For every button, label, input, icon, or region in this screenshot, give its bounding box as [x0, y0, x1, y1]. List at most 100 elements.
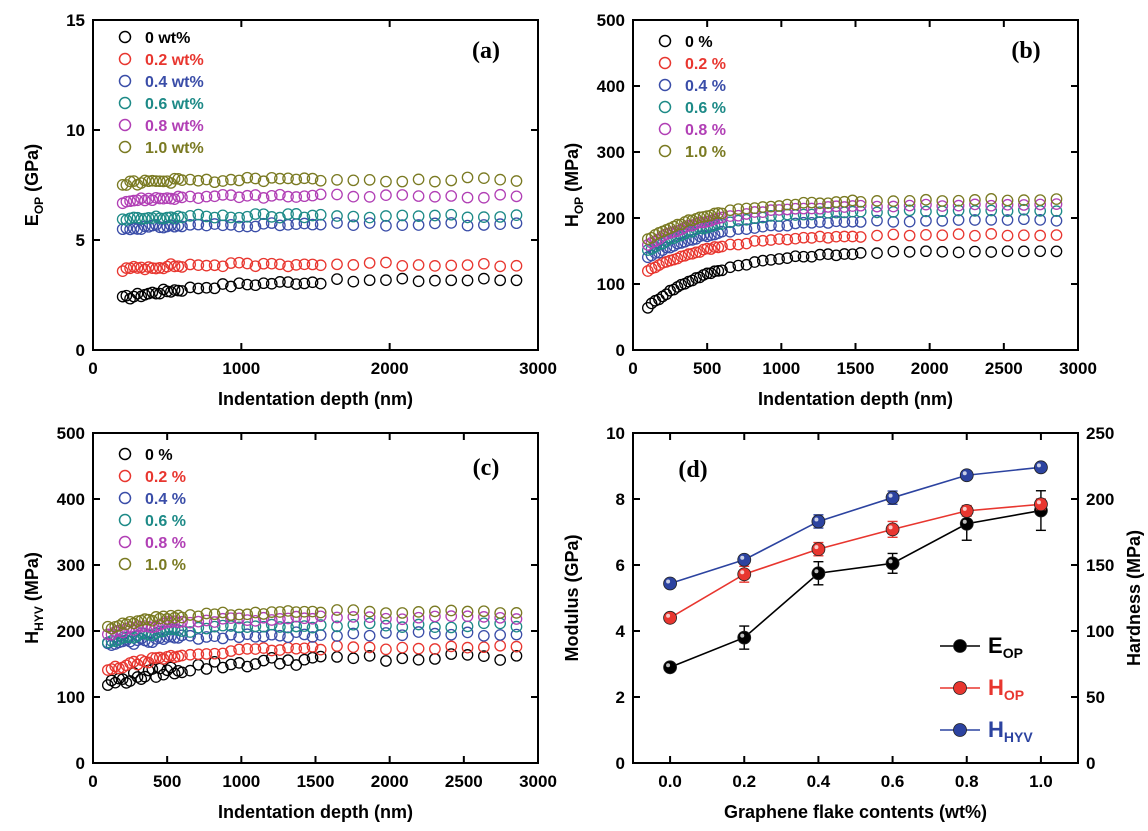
data-point	[314, 606, 327, 619]
data-point	[838, 230, 851, 243]
data-point	[290, 642, 303, 655]
data-point	[985, 193, 998, 205]
data-point	[805, 196, 818, 209]
data-point	[494, 654, 507, 666]
data-point	[445, 274, 458, 287]
data-point	[805, 232, 818, 244]
panel-label: (b)	[1011, 38, 1040, 64]
data-point	[161, 613, 174, 625]
data-point	[814, 230, 826, 243]
y-tick-label: 300	[597, 143, 625, 162]
y-tick-label: 0	[76, 754, 85, 773]
data-point	[331, 173, 343, 186]
data-point	[1034, 194, 1047, 206]
data-point	[380, 655, 392, 667]
data-point	[737, 567, 752, 582]
data-point	[176, 174, 188, 187]
data-point	[708, 265, 721, 278]
data-point	[120, 262, 133, 274]
data-point	[120, 289, 133, 302]
data-point	[429, 627, 441, 640]
data-point	[814, 202, 826, 215]
data-point	[208, 259, 221, 272]
data-point	[429, 274, 441, 287]
x-tick-label: 0	[628, 359, 637, 378]
data-point	[396, 607, 409, 619]
data-point	[113, 620, 125, 632]
data-point	[461, 274, 474, 287]
y-axis-label: EOP (GPa)	[22, 144, 46, 226]
data-point	[740, 223, 753, 235]
data-point	[494, 611, 507, 624]
data-point	[461, 259, 474, 271]
data-point	[952, 228, 965, 240]
data-point	[146, 652, 159, 664]
y-tick-label: 400	[57, 490, 85, 509]
y-tick-label: 0	[616, 341, 625, 360]
data-point	[412, 173, 425, 186]
data-point	[127, 290, 140, 303]
data-point	[120, 195, 133, 208]
x-tick-label: 0.8	[955, 772, 979, 791]
data-point	[1034, 497, 1048, 512]
data-point	[249, 260, 262, 273]
data-point	[200, 210, 213, 223]
data-point	[265, 618, 278, 631]
data-point	[822, 197, 834, 210]
data-point	[241, 643, 254, 655]
data-point	[690, 272, 702, 284]
y-tick-label: 8	[616, 490, 625, 509]
data-point	[445, 621, 458, 634]
y-tick-label: 0	[76, 341, 85, 360]
series-0wt	[116, 272, 523, 305]
legend-label: 1.0 %	[145, 557, 186, 574]
data-point	[233, 211, 245, 224]
data-point	[1034, 214, 1047, 226]
data-point	[225, 257, 237, 269]
data-point	[494, 188, 507, 201]
data-point	[274, 644, 286, 656]
data-point	[781, 252, 794, 264]
data-point	[814, 248, 826, 261]
data-point	[298, 211, 311, 224]
series-HOP	[663, 497, 1048, 625]
y-tick-label: 100	[597, 275, 625, 294]
legend-marker	[658, 100, 672, 114]
series-line	[669, 509, 1042, 669]
x-tick-label: 2500	[445, 772, 483, 791]
data-point	[724, 261, 737, 274]
data-point	[871, 195, 883, 207]
data-point	[146, 262, 159, 274]
data-point	[331, 604, 343, 616]
data-point	[168, 260, 181, 273]
data-point	[814, 197, 826, 210]
data-point	[952, 194, 965, 207]
data-point	[445, 190, 458, 202]
data-point	[716, 240, 728, 253]
data-point	[135, 673, 148, 685]
data-point	[208, 630, 221, 643]
data-point	[241, 628, 254, 641]
data-point	[200, 190, 213, 203]
data-point	[985, 204, 998, 217]
legend-label: 0.8 %	[145, 535, 186, 552]
x-tick-label: 500	[153, 772, 181, 791]
data-point	[298, 620, 311, 632]
data-point	[396, 189, 409, 201]
data-point	[282, 172, 294, 185]
data-point	[192, 208, 205, 221]
data-point	[225, 658, 237, 671]
data-point	[306, 218, 319, 231]
data-point	[478, 257, 490, 270]
data-point	[161, 664, 174, 677]
data-point	[969, 214, 981, 226]
data-point	[510, 190, 523, 203]
data-point	[290, 191, 303, 203]
data-point	[846, 230, 859, 243]
legend-label: 0.8 wt%	[145, 118, 204, 135]
data-point	[712, 207, 725, 219]
data-point	[150, 262, 162, 275]
data-point	[985, 214, 998, 226]
data-point	[184, 281, 197, 294]
data-point	[233, 191, 245, 204]
